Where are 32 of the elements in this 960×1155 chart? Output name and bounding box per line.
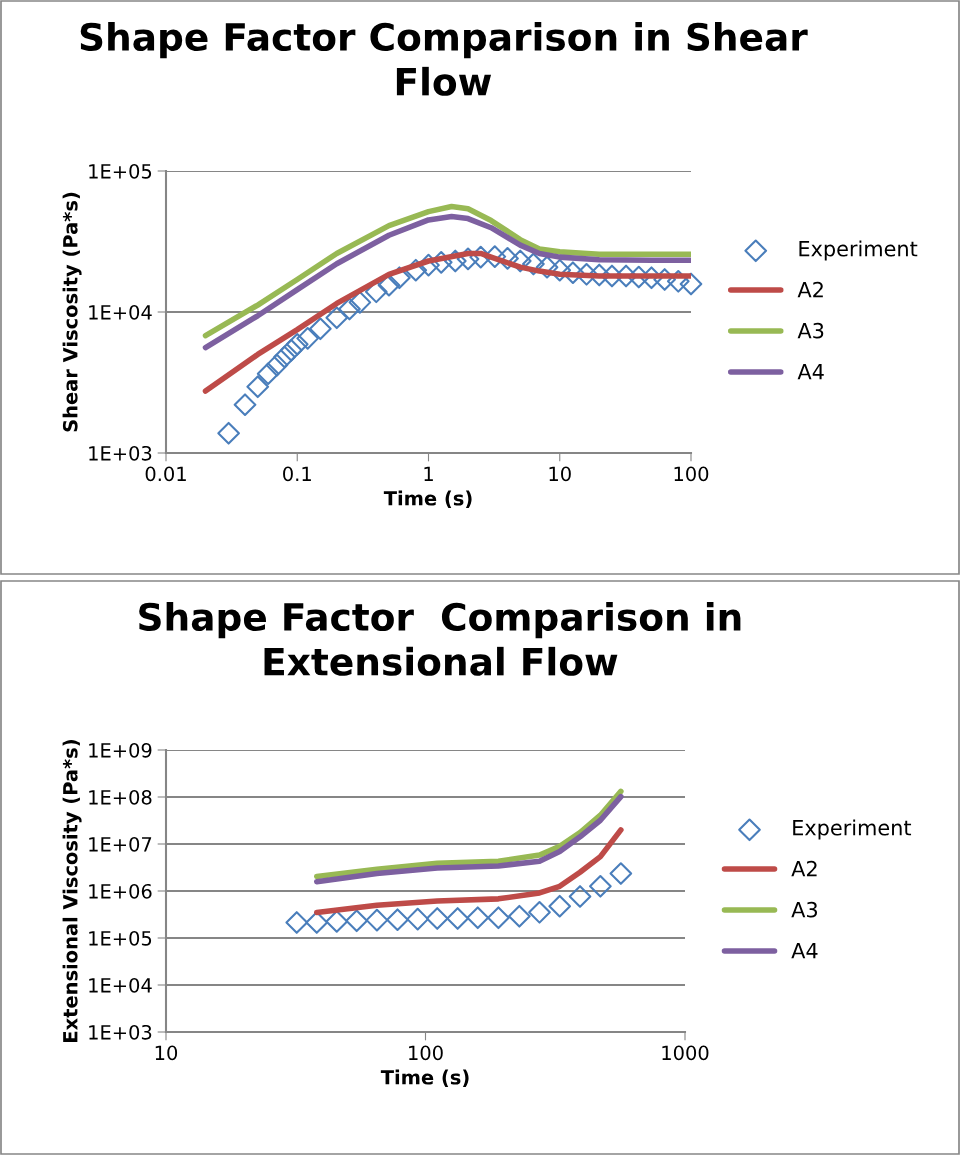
x-axis-title: Time (s) (383, 490, 472, 508)
chart-title: Shape Factor Comparison in Shear Flow (80, 22, 808, 96)
y-tick-label: 1E+04 (89, 304, 152, 320)
legend-label: A3 (797, 322, 824, 339)
y-axis-title: Shear Viscosity (Pa*s) (62, 192, 82, 432)
x-tick-label: 100 (409, 1045, 443, 1061)
legend-label: A2 (791, 860, 817, 877)
x-tick-label: 10 (155, 1045, 178, 1061)
legend-label: Experiment (799, 240, 918, 261)
x-tick-label: 0.01 (145, 466, 186, 482)
y-axis-title: Extensional Viscosity (Pa*s) (62, 740, 82, 1042)
x-tick-label: 100 (674, 466, 709, 482)
legend-label: Experiment (793, 819, 912, 840)
y-tick-label: 1E+05 (89, 163, 152, 179)
y-tick-label: 1E+03 (89, 445, 152, 461)
y-tick-label: 1E+09 (89, 742, 152, 758)
legend-label: A3 (791, 901, 818, 918)
legend-label: A4 (791, 943, 818, 959)
x-axis-title: Time (s) (380, 1069, 469, 1087)
y-tick-label: 1E+07 (89, 836, 152, 852)
y-tick-label: 1E+08 (89, 789, 152, 805)
x-tick-label: 0.1 (283, 466, 311, 482)
x-tick-label: 1 (424, 466, 433, 481)
legend-label: A2 (797, 281, 823, 298)
x-tick-label: 1000 (662, 1045, 709, 1061)
chart-title: Shape Factor Comparison in Extensional Flow (139, 602, 741, 676)
x-tick-label: 10 (549, 466, 571, 482)
y-tick-label: 1E+05 (89, 930, 152, 946)
legend-label: A4 (797, 364, 824, 380)
y-tick-label: 1E+04 (89, 977, 152, 993)
y-tick-label: 1E+03 (89, 1024, 152, 1040)
y-tick-label: 1E+06 (89, 883, 152, 899)
